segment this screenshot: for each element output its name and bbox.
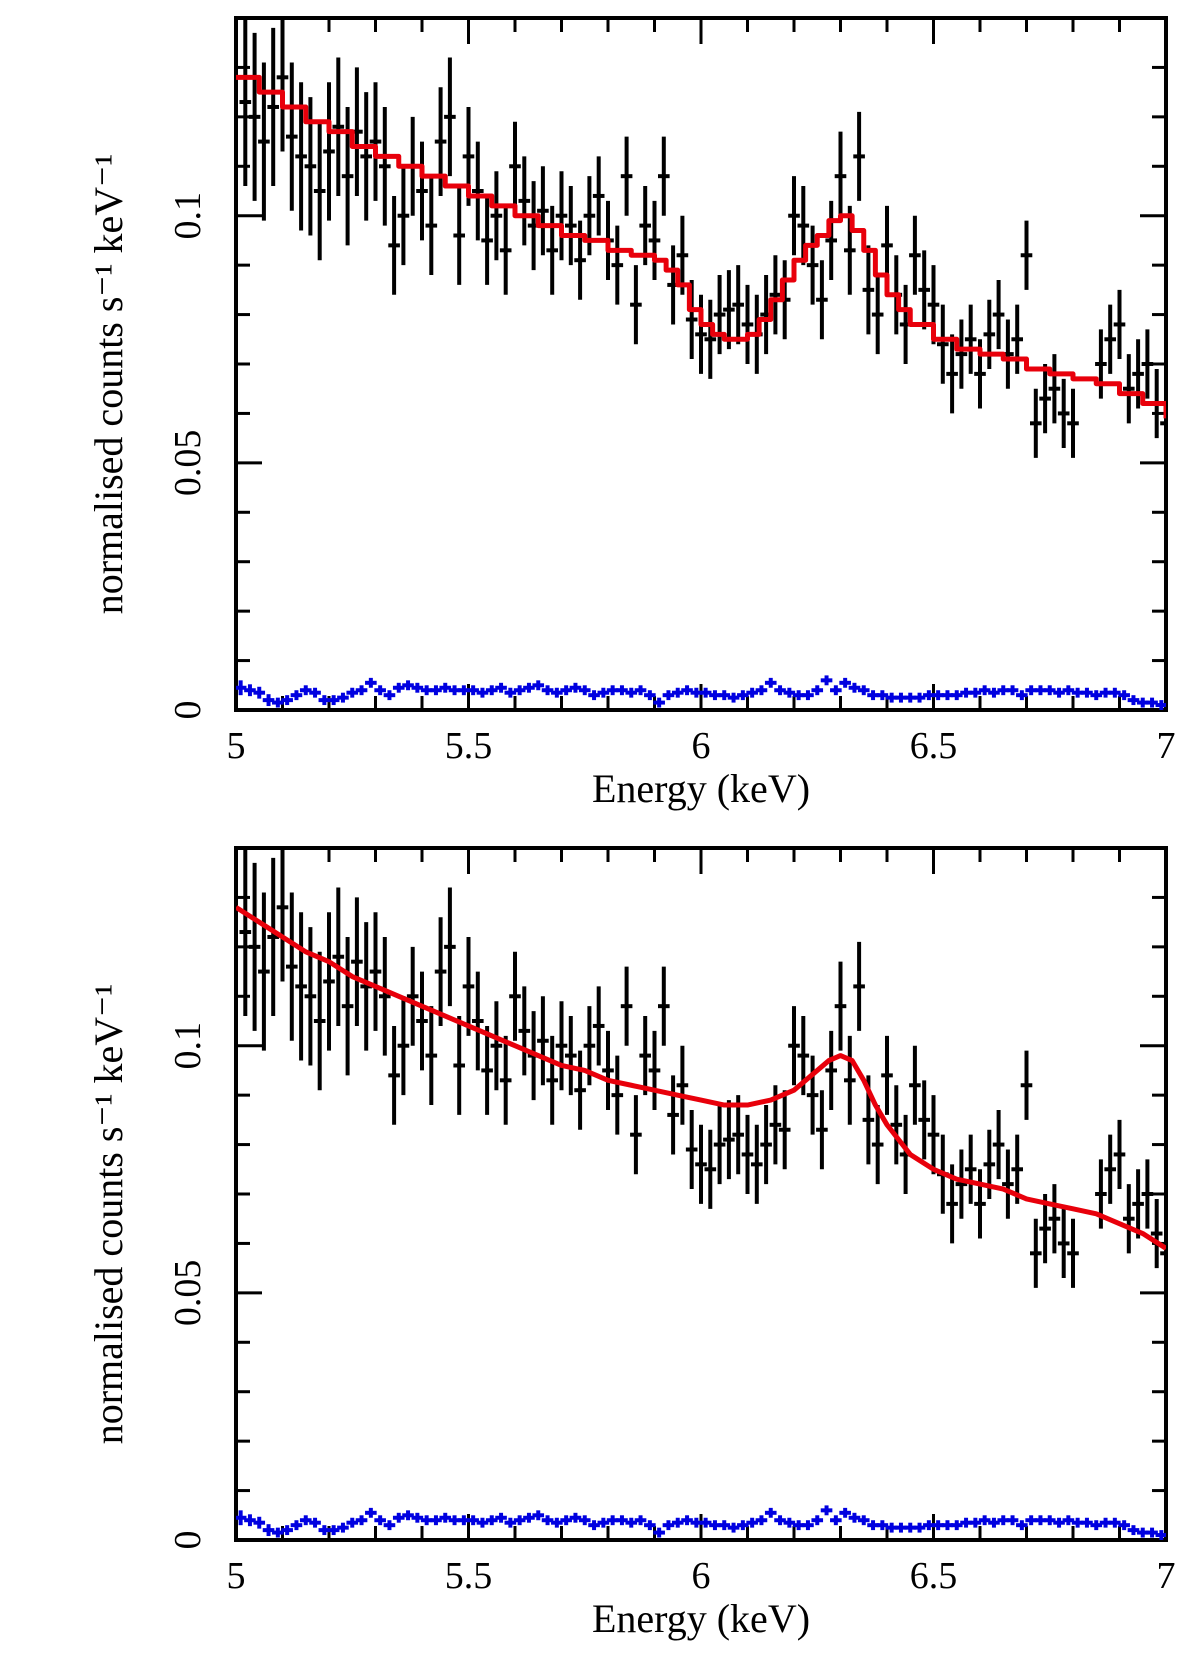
series-background-spectrum xyxy=(236,675,1166,710)
x-tick-label: 7 xyxy=(1157,1555,1176,1597)
series-source-spectrum xyxy=(239,848,1166,1288)
x-tick-label: 5.5 xyxy=(445,725,493,767)
model-curve xyxy=(236,905,1166,1251)
x-tick-label: 6 xyxy=(692,1555,711,1597)
x-tick-label: 6 xyxy=(692,725,711,767)
y-tick-label: 0.05 xyxy=(167,430,209,497)
series-background-spectrum xyxy=(236,1505,1166,1540)
plot-area xyxy=(236,848,1166,1540)
y-tick-label: 0 xyxy=(167,701,209,720)
model-curve xyxy=(236,74,1166,419)
plot-area xyxy=(236,18,1166,710)
y-tick-label: 0 xyxy=(167,1531,209,1550)
x-tick-label: 7 xyxy=(1157,725,1176,767)
y-tick-label: 0.1 xyxy=(167,1022,209,1070)
series-source-spectrum xyxy=(239,18,1166,458)
x-tick-label: 6.5 xyxy=(910,1555,958,1597)
y-tick-label: 0.05 xyxy=(167,1260,209,1327)
bottom-spectrum-panel: 5 5.5 6 6.5 7 0 0.05 0.1 Energy (keV) normalised … xyxy=(86,846,1176,1641)
y-tick-label: 0.1 xyxy=(167,192,209,240)
x-tick-label: 5.5 xyxy=(445,1555,493,1597)
x-tick-label: 5 xyxy=(227,725,246,767)
x-axis-title: Energy (keV) xyxy=(592,1596,810,1641)
y-axis-title: normalised counts s⁻¹ keV⁻¹ xyxy=(86,984,131,1445)
x-axis-title: Energy (keV) xyxy=(592,766,810,811)
y-axis-title: normalised counts s⁻¹ keV⁻¹ xyxy=(86,154,131,615)
top-spectrum-panel: 5 5.5 6 6.5 7 0 0.05 0.1 Energy (keV) normalised … xyxy=(86,16,1176,811)
x-tick-label: 6.5 xyxy=(910,725,958,767)
x-tick-label: 5 xyxy=(227,1555,246,1597)
